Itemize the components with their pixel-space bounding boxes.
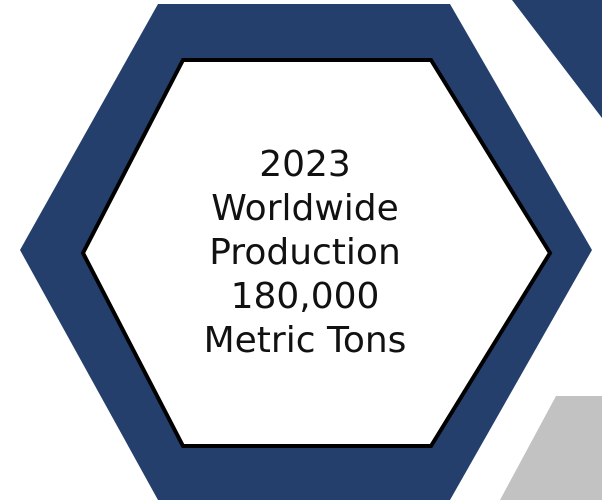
top-right-hexagon-fragment: [512, 0, 602, 118]
label-production: Production: [209, 232, 401, 273]
bottom-right-hexagon-fragment: [500, 396, 602, 500]
production-label: 2023 Worldwide Production 180,000 Metric…: [160, 128, 450, 378]
label-year: 2023: [259, 144, 351, 185]
label-worldwide: Worldwide: [211, 188, 399, 229]
label-amount: 180,000: [230, 276, 380, 317]
inner-hexagon: [80, 58, 553, 448]
label-unit: Metric Tons: [203, 320, 407, 361]
